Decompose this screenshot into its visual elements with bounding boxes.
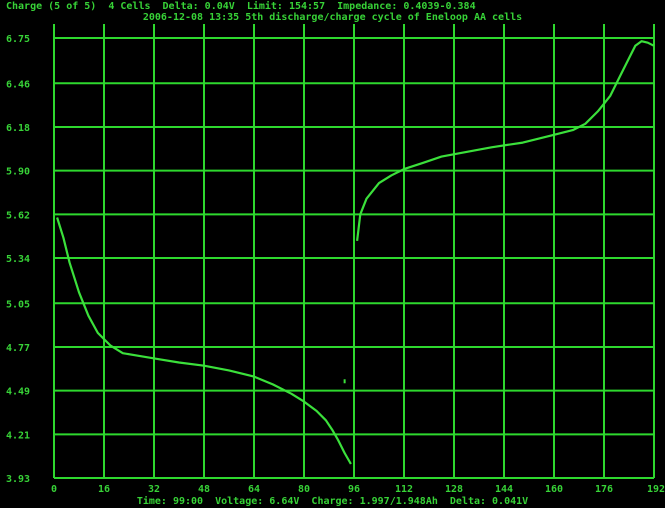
x-tick-label: 64 xyxy=(248,484,260,495)
x-tick-label: 32 xyxy=(148,484,160,495)
voltage-traces xyxy=(56,40,655,465)
y-tick-label: 5.05 xyxy=(6,299,30,310)
x-tick-label: 176 xyxy=(595,484,613,495)
x-tick-label: 96 xyxy=(348,484,360,495)
x-tick-label: 0 xyxy=(51,484,57,495)
x-tick-label: 112 xyxy=(395,484,413,495)
voltage-trace xyxy=(356,40,655,242)
x-tick-label: 192 xyxy=(647,484,665,495)
axis-labels: 3.93 4.21 4.49 4.77 5.05 5.34 5.62 5.90 6.18 6.46… xyxy=(6,34,665,495)
chart-description: 2006-12-08 13:35 5th discharge/charge cy… xyxy=(142,12,523,23)
voltage-trace xyxy=(56,217,352,465)
y-tick-label: 6.75 xyxy=(6,34,30,45)
y-tick-label: 4.49 xyxy=(6,387,30,398)
x-tick-label: 160 xyxy=(545,484,563,495)
y-tick-label: 6.46 xyxy=(6,79,30,90)
status-header: Charge (5 of 5) 4 Cells Delta: 0.04V Lim… xyxy=(6,1,476,12)
chart-grid xyxy=(53,24,655,479)
x-tick-label: 144 xyxy=(495,484,513,495)
y-tick-label: 5.34 xyxy=(6,254,30,265)
y-tick-label: 6.18 xyxy=(6,123,30,134)
x-tick-label: 16 xyxy=(98,484,110,495)
x-tick-label: 80 xyxy=(298,484,310,495)
y-tick-label: 5.90 xyxy=(6,167,30,178)
x-tick-label: 128 xyxy=(445,484,463,495)
x-tick-label: 48 xyxy=(198,484,210,495)
y-tick-label: 3.93 xyxy=(6,474,30,485)
y-tick-label: 4.77 xyxy=(6,343,30,354)
y-tick-label: 4.21 xyxy=(6,430,30,441)
y-tick-label: 5.62 xyxy=(6,210,30,221)
status-footer: Time: 99:00 Voltage: 6.64V Charge: 1.997… xyxy=(136,496,529,507)
data-point xyxy=(343,379,346,384)
